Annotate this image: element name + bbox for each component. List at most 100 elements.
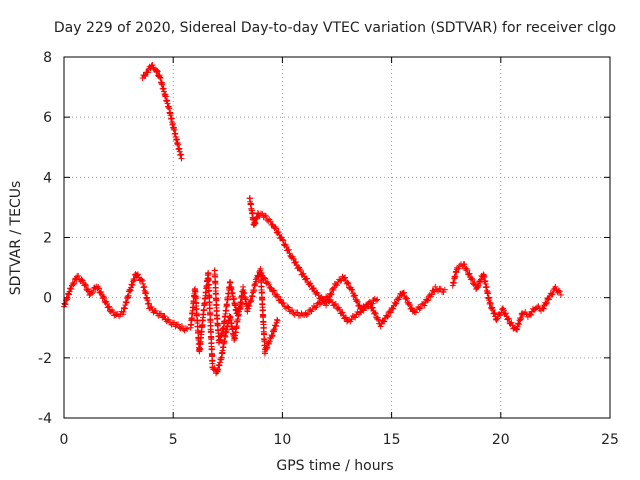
data-point (466, 270, 473, 277)
data-point (234, 309, 241, 316)
data-point (66, 291, 73, 298)
data-point (239, 300, 246, 307)
data-point (351, 292, 358, 299)
data-point (285, 304, 292, 311)
data-point (425, 297, 431, 304)
data-point (131, 276, 138, 283)
data-point (303, 311, 310, 318)
data-point (165, 316, 172, 323)
data-point (504, 316, 511, 323)
data-point (61, 300, 68, 307)
data-point (464, 267, 471, 274)
data-point (128, 281, 135, 288)
data-point (175, 321, 182, 328)
data-point (406, 301, 413, 308)
data-point (90, 289, 97, 296)
data-point (384, 313, 391, 320)
data-point (548, 291, 555, 298)
data-point (304, 310, 311, 317)
data-point (455, 265, 462, 272)
data-point (284, 303, 291, 310)
data-point (129, 282, 136, 289)
data-point (312, 304, 319, 311)
data-point (184, 326, 191, 333)
data-point (500, 307, 507, 314)
data-point (493, 316, 500, 323)
data-point (68, 286, 75, 293)
data-point (416, 305, 423, 312)
data-point (98, 288, 105, 295)
data-point (268, 333, 275, 340)
data-point (315, 292, 322, 299)
data-point (375, 316, 382, 323)
data-point (540, 305, 547, 312)
x-tick-label: 15 (383, 432, 401, 448)
data-point (273, 323, 280, 330)
data-point (142, 73, 149, 80)
data-point (149, 62, 156, 69)
data-point (487, 300, 494, 307)
data-point (384, 313, 391, 320)
data-point (75, 272, 82, 279)
data-point (211, 364, 218, 371)
data-point (323, 302, 330, 309)
data-point (357, 309, 364, 316)
data-point (274, 317, 281, 324)
data-point (491, 309, 498, 316)
gridlines (64, 57, 610, 418)
data-point (380, 318, 387, 325)
data-point (403, 294, 410, 301)
data-point (374, 296, 381, 303)
data-point (374, 315, 381, 322)
data-point (329, 285, 336, 292)
data-point (324, 294, 331, 301)
data-point (145, 300, 152, 307)
data-point (313, 304, 320, 311)
chart-title: Day 229 of 2020, Sidereal Day-to-day VTE… (54, 20, 616, 36)
data-point (266, 338, 273, 345)
data-point (154, 68, 161, 75)
data-point (182, 325, 189, 332)
data-point (285, 246, 292, 253)
data-point (178, 155, 185, 162)
data-point (367, 301, 374, 308)
data-point (516, 321, 523, 328)
data-point (469, 276, 476, 283)
data-point (178, 323, 185, 330)
data-point (334, 282, 340, 289)
data-point (498, 309, 505, 316)
data-point (332, 300, 339, 307)
data-point (403, 295, 410, 302)
data-point (342, 274, 349, 281)
y-tick-label: 4 (43, 170, 52, 186)
data-point (515, 320, 522, 327)
data-point (331, 284, 338, 291)
data-point (144, 69, 151, 76)
data-point (336, 306, 343, 313)
data-point (433, 286, 440, 293)
data-point (535, 303, 542, 310)
data-point (64, 295, 71, 302)
data-point (421, 302, 428, 309)
data-point (545, 296, 552, 303)
data-point (368, 305, 375, 312)
data-point (514, 326, 521, 333)
data-point (71, 280, 78, 287)
data-point (497, 312, 504, 319)
data-point (328, 291, 335, 298)
data-point (543, 300, 550, 307)
data-point (369, 304, 376, 311)
data-point (307, 280, 314, 287)
data-point (264, 344, 271, 351)
data-point (396, 294, 403, 301)
data-point (102, 299, 109, 306)
data-point (279, 236, 286, 243)
data-point (148, 303, 155, 310)
y-tick-label: -4 (38, 411, 52, 427)
data-point (233, 310, 240, 317)
data-point (486, 299, 493, 306)
data-point (110, 308, 117, 315)
data-point (428, 291, 435, 298)
x-tick-label: 25 (601, 432, 619, 448)
data-point (555, 287, 562, 294)
